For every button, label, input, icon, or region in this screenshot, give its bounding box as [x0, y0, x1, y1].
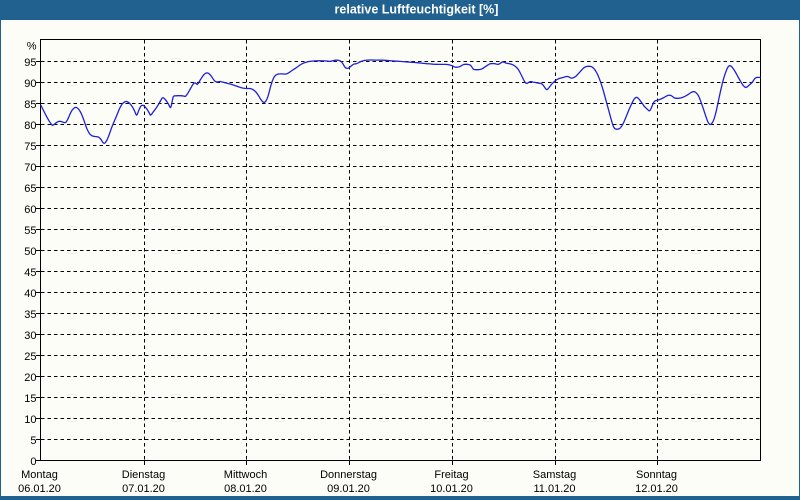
- svg-text:50: 50: [24, 246, 36, 258]
- svg-text:65: 65: [24, 183, 36, 195]
- svg-text:70: 70: [24, 162, 36, 174]
- svg-text:Montag: Montag: [21, 469, 58, 481]
- svg-text:%: %: [27, 41, 37, 53]
- svg-text:85: 85: [24, 99, 36, 111]
- svg-text:Mittwoch: Mittwoch: [224, 469, 267, 481]
- svg-text:Donnerstag: Donnerstag: [320, 469, 377, 481]
- svg-text:06.01.20: 06.01.20: [18, 483, 61, 495]
- svg-text:45: 45: [24, 267, 36, 279]
- svg-text:10.01.20: 10.01.20: [430, 483, 473, 495]
- svg-text:11.01.20: 11.01.20: [533, 483, 575, 495]
- svg-text:Samstag: Samstag: [533, 469, 576, 481]
- svg-text:80: 80: [24, 120, 36, 132]
- svg-text:25: 25: [24, 351, 36, 363]
- svg-text:95: 95: [24, 57, 36, 69]
- svg-text:08.01.20: 08.01.20: [224, 483, 267, 495]
- svg-text:90: 90: [24, 78, 36, 90]
- svg-text:15: 15: [24, 393, 36, 405]
- svg-text:75: 75: [24, 141, 36, 153]
- svg-text:55: 55: [24, 225, 36, 237]
- svg-text:0: 0: [30, 456, 36, 468]
- svg-text:07.01.20: 07.01.20: [122, 483, 165, 495]
- svg-text:35: 35: [24, 309, 36, 321]
- svg-text:Freitag: Freitag: [434, 469, 468, 481]
- svg-text:relative Luftfeuchtigkeit [%]: relative Luftfeuchtigkeit [%]: [335, 3, 499, 17]
- svg-text:5: 5: [30, 435, 36, 447]
- svg-text:Sonntag: Sonntag: [636, 469, 677, 481]
- svg-text:12.01.20: 12.01.20: [635, 483, 678, 495]
- svg-text:Dienstag: Dienstag: [122, 469, 165, 481]
- svg-text:30: 30: [24, 330, 36, 342]
- svg-text:60: 60: [24, 204, 36, 216]
- svg-text:10: 10: [24, 414, 36, 426]
- svg-text:40: 40: [24, 288, 36, 300]
- svg-text:09.01.20: 09.01.20: [327, 483, 370, 495]
- svg-text:20: 20: [24, 372, 36, 384]
